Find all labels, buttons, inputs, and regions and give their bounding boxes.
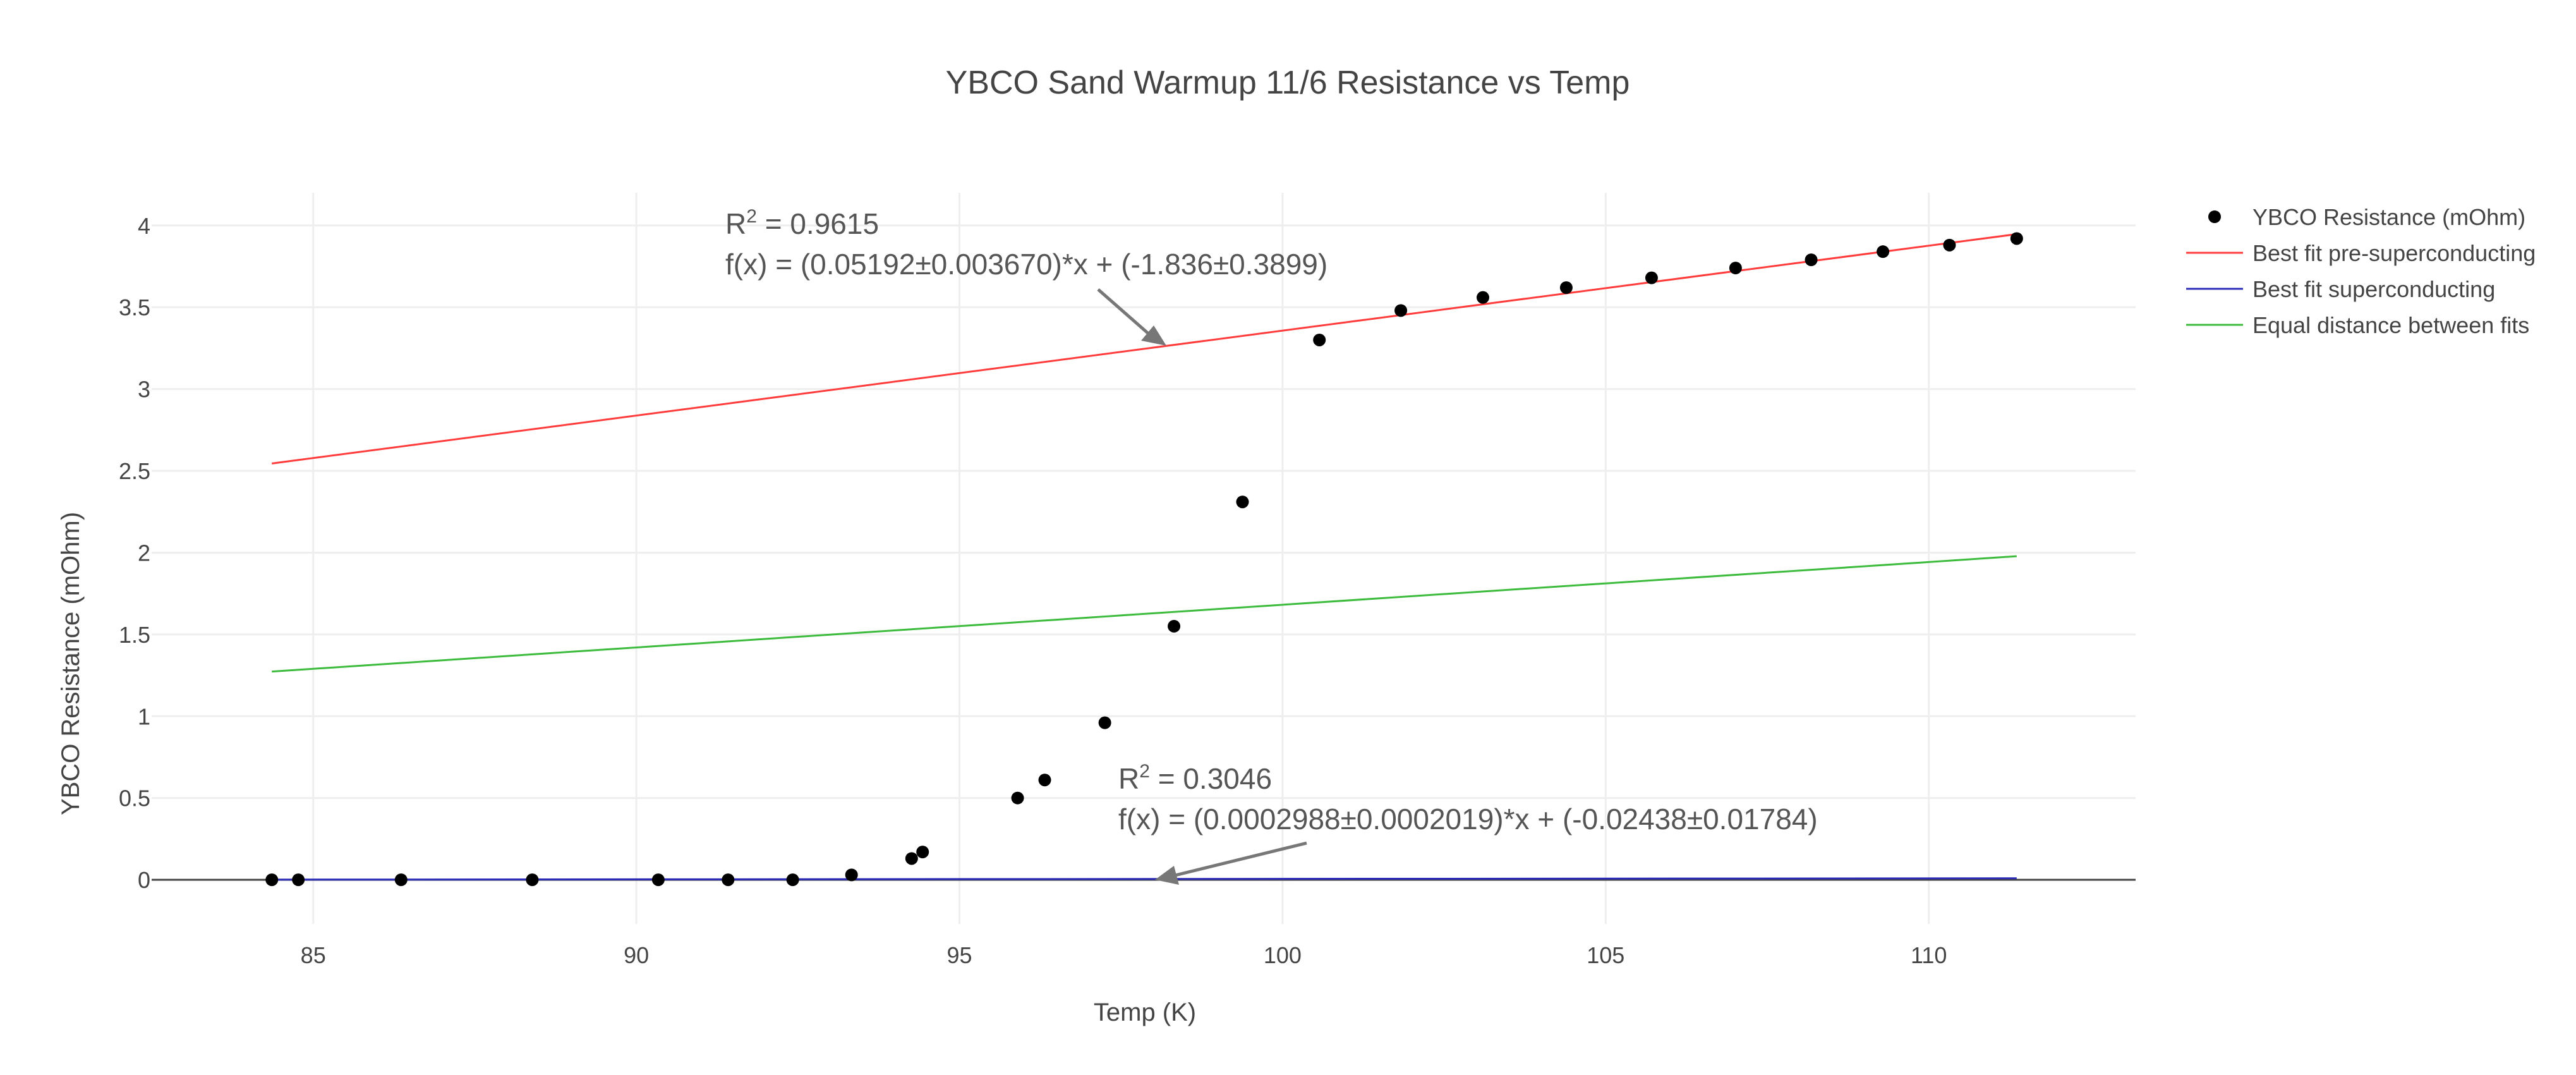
data-point xyxy=(845,868,858,882)
annotation-arrowhead xyxy=(1141,325,1166,346)
data-point xyxy=(1877,245,1890,258)
data-points xyxy=(265,232,2023,887)
legend-label: Equal distance between fits xyxy=(2252,312,2529,338)
data-point xyxy=(1236,495,1249,509)
x-tick-labels: 85 90 95 100 105 110 xyxy=(301,942,1947,968)
annotation-r2-value: = 0.9615 xyxy=(757,207,879,240)
x-tick-label: 100 xyxy=(1264,942,1302,968)
annotation-arrow xyxy=(1097,288,1151,336)
y-tick-label: 4 xyxy=(138,213,150,239)
annotation-r2-sup: 2 xyxy=(746,206,757,227)
legend-label: Best fit pre-superconducting xyxy=(2252,240,2536,266)
y-tick-label: 2 xyxy=(138,540,150,566)
data-point xyxy=(1559,281,1573,295)
annotation-r2-value: = 0.3046 xyxy=(1150,762,1272,795)
data-point xyxy=(916,846,929,859)
x-axis-title: Temp (K) xyxy=(1094,999,1196,1026)
y-tick-label: 2.5 xyxy=(119,458,150,484)
fit-lines xyxy=(272,233,2017,881)
annotation-superconducting: R2 = 0.3046 f(x) = (0.0002988±0.0002019)… xyxy=(1118,761,1818,885)
annotation-pre-superconducting: R2 = 0.9615 f(x) = (0.05192±0.003670)*x … xyxy=(725,206,1327,346)
annotation-r2-sup: 2 xyxy=(1139,761,1150,782)
annotation-r2: R2 = 0.3046 xyxy=(1118,761,1272,795)
y-axis-title: YBCO Resistance (mOhm) xyxy=(57,512,85,815)
legend: YBCO Resistance (mOhm) Best fit pre-super… xyxy=(2186,204,2536,338)
y-tick-label: 3.5 xyxy=(119,295,150,320)
y-tick-label: 1 xyxy=(138,703,150,729)
x-tick-label: 85 xyxy=(301,942,326,968)
annotation-arrowhead xyxy=(1155,866,1179,885)
annotation-formula: f(x) = (0.0002988±0.0002019)*x + (-0.024… xyxy=(1118,803,1818,835)
series-line xyxy=(272,877,2017,881)
data-point xyxy=(1168,619,1181,633)
series-line xyxy=(272,555,2017,673)
data-point xyxy=(1038,774,1051,787)
data-point xyxy=(394,873,408,887)
data-point xyxy=(786,873,799,887)
legend-label: YBCO Resistance (mOhm) xyxy=(2252,204,2525,230)
y-tick-label: 0.5 xyxy=(119,786,150,811)
data-point xyxy=(2010,232,2023,245)
data-point xyxy=(1645,271,1658,284)
y-tick-label: 3 xyxy=(138,377,150,403)
annotation-r2-label: R xyxy=(725,207,746,240)
annotation-arrow xyxy=(1175,841,1307,877)
series-line xyxy=(272,233,2017,465)
data-point xyxy=(1313,333,1326,346)
data-point xyxy=(1476,291,1489,304)
data-point xyxy=(526,873,539,887)
legend-marker xyxy=(2208,210,2221,223)
x-tick-label: 95 xyxy=(946,942,972,968)
data-point xyxy=(1729,262,1742,275)
chart-title: YBCO Sand Warmup 11/6 Resistance vs Temp xyxy=(946,64,1630,101)
data-point xyxy=(905,852,918,865)
annotation-r2-label: R xyxy=(1118,762,1139,795)
annotation-r2: R2 = 0.9615 xyxy=(725,206,879,240)
data-point xyxy=(292,873,305,887)
y-tick-labels: 0 0.5 1 1.5 2 2.5 3 3.5 4 xyxy=(119,213,150,893)
data-point xyxy=(1805,253,1818,267)
data-point xyxy=(265,873,279,887)
y-tick-label: 0 xyxy=(138,867,150,893)
data-point xyxy=(1011,791,1024,805)
data-point xyxy=(722,873,735,887)
data-point xyxy=(1943,238,1956,252)
data-point xyxy=(1098,716,1111,729)
legend-label: Best fit superconducting xyxy=(2252,276,2495,302)
x-tick-label: 90 xyxy=(624,942,649,968)
data-point xyxy=(651,873,665,887)
y-tick-label: 1.5 xyxy=(119,622,150,648)
data-point xyxy=(1394,304,1408,317)
x-tick-label: 105 xyxy=(1587,942,1624,968)
grid xyxy=(152,193,2136,924)
x-tick-label: 110 xyxy=(1911,942,1947,968)
annotation-formula: f(x) = (0.05192±0.003670)*x + (-1.836±0.… xyxy=(725,248,1327,281)
